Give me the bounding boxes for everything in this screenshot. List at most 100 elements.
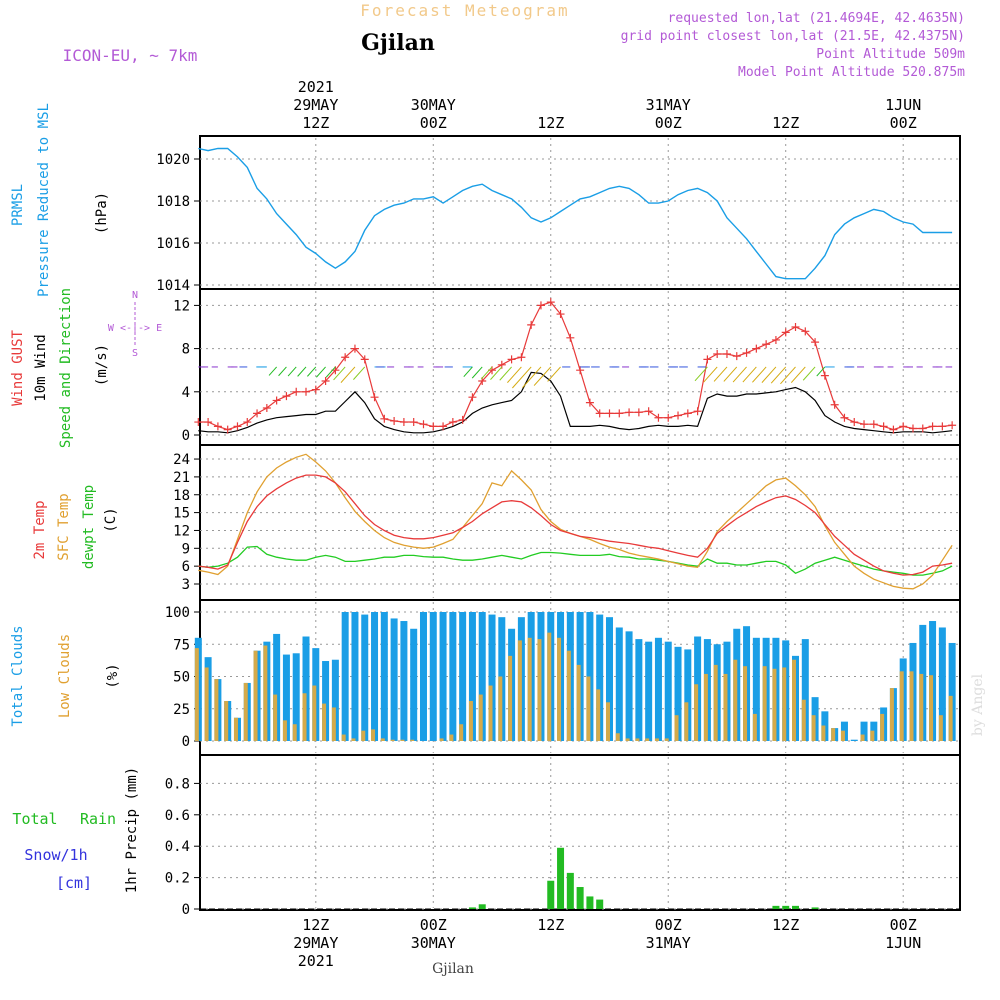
panel-frame (199, 754, 961, 911)
low-cloud-bar (214, 679, 219, 741)
y-tick-label: 18 (173, 488, 190, 504)
wind-gust-marker (683, 409, 692, 418)
wind-direction-arrow (278, 366, 287, 377)
time-tick-label-bottom: 00Z (890, 916, 917, 934)
y-tick-label: 1018 (156, 194, 190, 210)
time-tick-label-bottom: 12Z (537, 916, 564, 934)
low-cloud-bar (605, 702, 610, 741)
total-cloud-bar (468, 612, 476, 741)
total-cloud-bar (478, 612, 486, 741)
wind-gust-marker (664, 413, 673, 422)
low-cloud-bar (351, 738, 356, 741)
chart-title: Forecast Meteogram (360, 1, 569, 20)
wind-gust-marker (693, 407, 702, 416)
total-clouds-label: Total Clouds (10, 625, 26, 726)
total-cloud-bar (371, 612, 379, 741)
wind-gust-marker (341, 353, 350, 362)
time-tick-label-top: 31MAY (646, 96, 691, 114)
total-cloud-bar (596, 614, 604, 741)
rain-label: Rain (80, 810, 116, 828)
wind-gust-marker (527, 320, 536, 329)
wind-direction-arrow (471, 366, 483, 379)
low-cloud-bar (449, 734, 454, 741)
total-cloud-bar (302, 636, 310, 741)
low-cloud-bar (243, 682, 248, 741)
wind-gust-marker (840, 413, 849, 422)
y-tick-label: 0.4 (165, 839, 190, 855)
y-tick-label: 12 (173, 298, 190, 314)
wind-gust-marker (899, 422, 908, 431)
low-cloud-bar (586, 676, 591, 741)
low-cloud-bar (929, 675, 934, 741)
time-tick-label-top: 29MAY (293, 96, 338, 114)
wind-gust-marker (791, 323, 800, 331)
time-tick-label-bottom: 12Z (772, 916, 799, 934)
wind-direction-arrow (802, 366, 816, 381)
precip-axis-label: 1hr Precip (mm) (124, 767, 140, 893)
total-cloud-bar (331, 659, 339, 741)
wind-gust-marker (311, 385, 320, 394)
low-cloud-bar (282, 720, 287, 741)
low-cloud-bar (684, 702, 689, 741)
low-cloud-bar (782, 667, 787, 741)
model-label: ICON-EU, ~ 7km (63, 46, 198, 65)
rain-bar (596, 899, 604, 909)
total-cloud-bar (674, 646, 682, 741)
low-cloud-bar (723, 673, 728, 741)
wind-direction-arrow (816, 366, 826, 377)
y-tick-label: 0 (182, 902, 190, 918)
time-tick-label-bottom: 2021 (298, 952, 334, 970)
total-cloud-bar (282, 654, 290, 741)
wind-direction-arrow (480, 366, 493, 380)
y-tick-label: 1016 (156, 236, 190, 252)
y-tick-label: 0 (182, 734, 190, 750)
time-tick-label-top: 12Z (302, 114, 329, 132)
wind-gust-marker (762, 340, 771, 349)
wind-direction-arrow (499, 366, 512, 381)
wind-gust-marker (536, 301, 545, 310)
time-tick-label-bottom: 12Z (302, 916, 329, 934)
wind-direction-arrow (790, 366, 806, 383)
wind-gust-marker (223, 425, 232, 434)
wind-gust-marker (399, 418, 408, 427)
temp-2m-line (198, 474, 953, 576)
total-cloud-bar (380, 612, 388, 741)
panel-frame (199, 444, 961, 601)
rain-bar (586, 896, 594, 909)
total-cloud-bar (351, 612, 359, 741)
compass-n: N (132, 290, 138, 301)
wind-gust-marker (233, 422, 242, 431)
y-tick-label: 0.2 (165, 871, 190, 887)
total-cloud-bar (419, 612, 427, 741)
footer-location: Gjilan (432, 961, 474, 977)
time-tick-label-bottom: 00Z (420, 916, 447, 934)
wind-gust-marker (566, 333, 575, 342)
wind-gust-marker (860, 420, 869, 429)
cloud-unit: (%) (105, 663, 121, 688)
wind-gust-marker (703, 355, 712, 364)
wind-gust-marker (771, 335, 780, 344)
snow-unit: [cm] (56, 874, 92, 892)
wind-gust-marker (752, 344, 761, 353)
wind-gust-marker (204, 418, 213, 427)
low-cloud-bar (517, 640, 522, 741)
wind-direction-arrow (694, 366, 708, 382)
temp-label: 2m Temp (32, 500, 48, 559)
wind-gust-marker (253, 409, 262, 418)
wind-gust-marker (889, 425, 898, 434)
total-cloud-bar (860, 721, 868, 741)
requested-coords: requested lon,lat (21.4694E, 42.4635N) (668, 11, 965, 26)
low-cloud-bar (635, 738, 640, 741)
model-altitude: Model Point Altitude 520.875m (738, 65, 965, 80)
total-cloud-bar (635, 639, 643, 741)
wind-10m-label: 10m Wind (33, 334, 49, 401)
wind-gust-marker (272, 396, 281, 405)
time-tick-label-top: 2021 (298, 78, 334, 96)
total-cloud-bar (801, 639, 809, 741)
wind-direction-arrow (713, 366, 728, 382)
low-cloud-bar (664, 738, 669, 741)
low-cloud-bar (919, 673, 924, 741)
low-cloud-bar (615, 733, 620, 741)
time-tick-label-top: 00Z (890, 114, 917, 132)
